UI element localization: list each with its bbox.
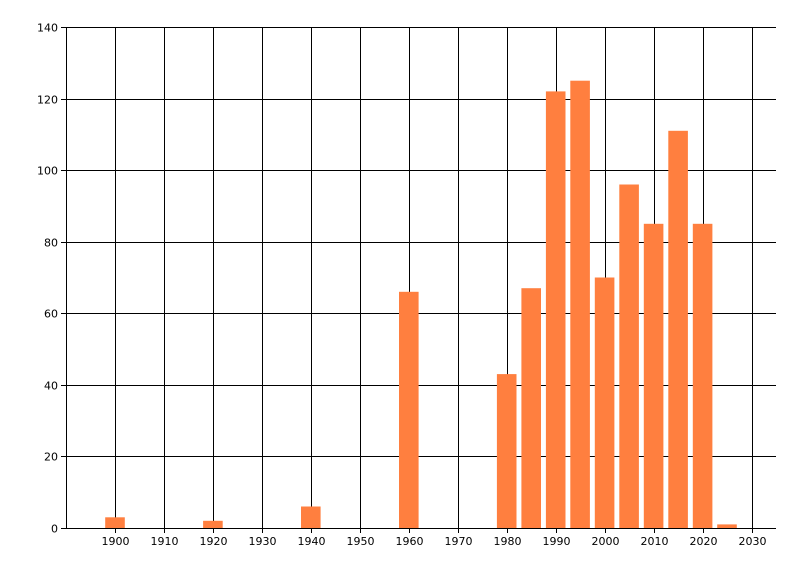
y-tick-label: 0 bbox=[51, 523, 58, 536]
y-tick-label: 140 bbox=[37, 22, 58, 35]
bar bbox=[717, 524, 737, 528]
bar bbox=[619, 184, 639, 528]
x-tick-label: 1980 bbox=[494, 535, 522, 548]
x-tick-label: 2010 bbox=[641, 535, 669, 548]
x-tick-label: 1950 bbox=[347, 535, 375, 548]
tick-labels: 0 20 40 60 80 100 120 140 1900 1910 1920 1930 1940 19… bbox=[37, 22, 767, 549]
bar bbox=[203, 520, 223, 528]
y-tick-label: 80 bbox=[44, 237, 58, 250]
bar bbox=[399, 291, 419, 528]
bar bbox=[643, 223, 664, 529]
bar bbox=[545, 91, 566, 529]
x-tick-label: 2020 bbox=[690, 535, 718, 548]
x-tick-label: 1940 bbox=[298, 535, 326, 548]
y-tick-label: 100 bbox=[37, 165, 58, 178]
bar bbox=[692, 223, 713, 529]
x-tick-label: 1920 bbox=[200, 535, 228, 548]
bar bbox=[105, 517, 125, 528]
bar bbox=[570, 80, 590, 528]
bar bbox=[496, 374, 517, 528]
bar bbox=[521, 288, 541, 528]
y-tick-label: 20 bbox=[44, 451, 58, 464]
x-tick-label: 1930 bbox=[249, 535, 277, 548]
x-tick-label: 1970 bbox=[445, 535, 473, 548]
x-tick-label: 1910 bbox=[151, 535, 179, 548]
x-tick-label: 1960 bbox=[396, 535, 424, 548]
bar bbox=[668, 130, 688, 529]
y-tick-label: 60 bbox=[44, 308, 58, 321]
y-tick-label: 40 bbox=[44, 380, 58, 393]
x-tick-label: 1990 bbox=[543, 535, 571, 548]
bar bbox=[301, 506, 321, 528]
x-tick-label: 2000 bbox=[592, 535, 620, 548]
y-tick-label: 120 bbox=[37, 94, 58, 107]
bar-series bbox=[105, 80, 737, 529]
x-tick-label: 1900 bbox=[102, 535, 130, 548]
axes bbox=[61, 27, 776, 533]
x-tick-label: 2030 bbox=[739, 535, 767, 548]
bar bbox=[594, 277, 615, 528]
